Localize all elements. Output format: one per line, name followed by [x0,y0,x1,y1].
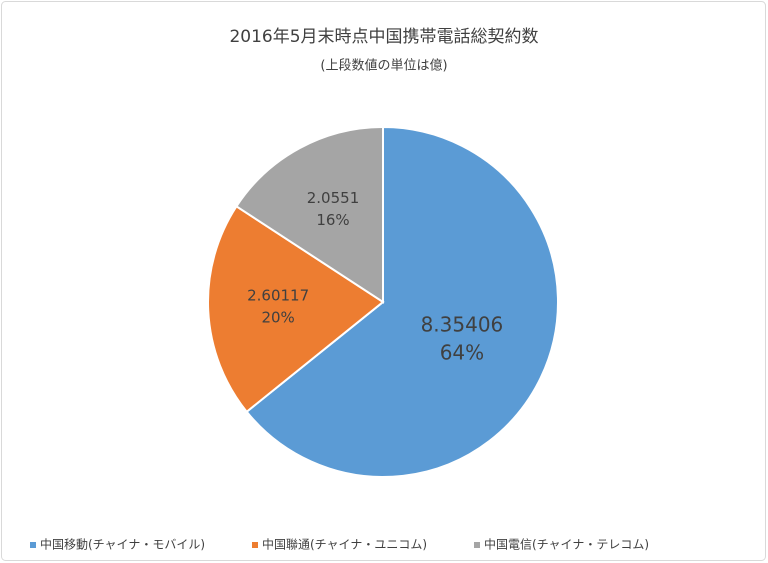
pie-slice [245,125,559,478]
legend-marker [30,542,36,548]
legend-label: 中国聯通(チャイナ・ユニコム) [262,537,427,552]
percent-label: 16% [316,211,349,229]
pie-slice [207,204,385,414]
legend-label: 中国移動(チャイナ・モバイル) [40,537,205,552]
data-label: 2.60117 [247,287,309,305]
legend-marker [474,542,480,548]
legend-label: 中国電信(チャイナ・テレコム) [484,537,649,552]
pie-slice [235,125,384,304]
percent-label: 20% [261,309,294,327]
percent-label: 64% [440,340,484,364]
legend-marker [252,542,258,548]
chart-title: 2016年5月末時点中国携帯電話総契約数 [229,27,538,47]
chart-subtitle: (上段数値の単位は億) [320,58,447,74]
data-label: 8.35406 [421,312,504,336]
data-label: 2.0551 [307,189,360,207]
